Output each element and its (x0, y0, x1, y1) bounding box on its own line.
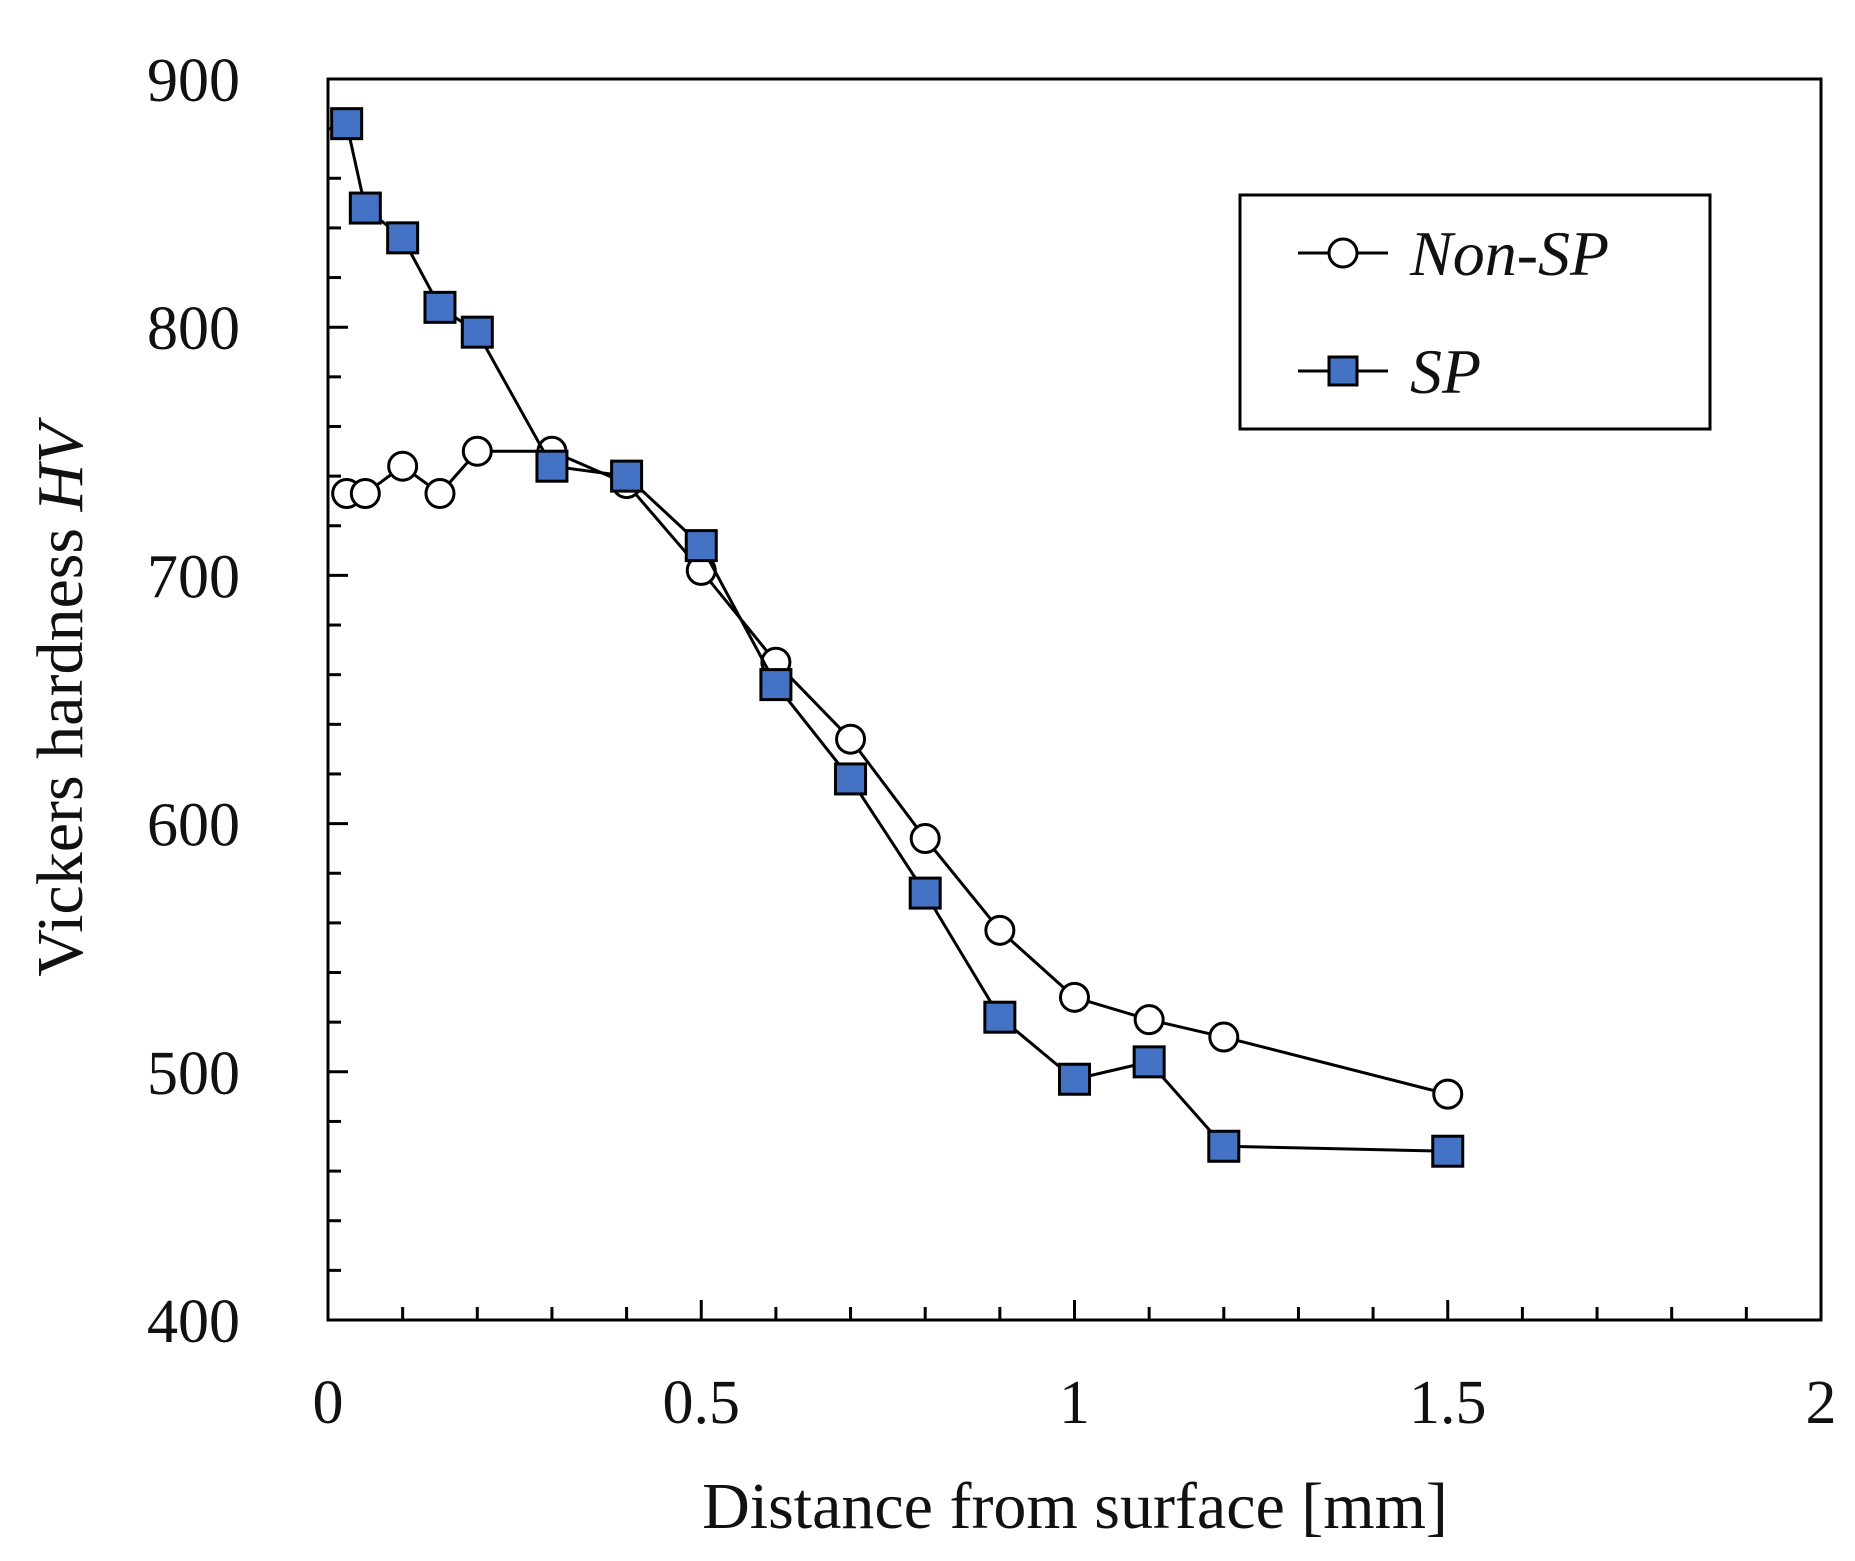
data-point-non-sp (835, 723, 867, 755)
legend-label-sp: SP (1410, 336, 1481, 407)
legend-box (1238, 193, 1712, 431)
data-series (330, 107, 1465, 1168)
y-tick-label: 800 (147, 295, 240, 363)
data-point-sp (460, 315, 494, 349)
data-point-sp (1058, 1062, 1091, 1096)
data-point-non-sp (387, 450, 419, 482)
data-point-sp (423, 290, 457, 324)
data-point-sp (386, 221, 420, 255)
y-tick-label: 600 (147, 792, 240, 860)
axis-tick-labels: 0 0.5 1 1.5 2 400 500 600 700 800 900 (147, 47, 1837, 1437)
data-point-non-sp (984, 914, 1016, 946)
data-point-non-sp (1432, 1078, 1464, 1110)
x-tick-label: 1.5 (1409, 1369, 1487, 1437)
data-point-sp (908, 876, 942, 910)
y-tick-label: 900 (147, 47, 240, 115)
data-point-sp (610, 459, 644, 493)
y-axis-label-text: Vickers hardness (24, 511, 97, 976)
data-point-non-sp (1133, 1004, 1165, 1036)
legend-label-non-sp: Non-SP (1409, 218, 1609, 289)
y-axis-label: Vickers hardness HV (24, 417, 97, 977)
x-tick-label: 0.5 (663, 1369, 741, 1437)
data-point-sp (1431, 1134, 1465, 1168)
data-point-sp (330, 107, 364, 141)
legend-marker-non-sp (1327, 237, 1359, 269)
data-point-non-sp (424, 477, 456, 509)
x-tick-label: 0 (313, 1369, 344, 1437)
x-tick-label: 2 (1806, 1369, 1837, 1437)
data-point-non-sp (349, 477, 381, 509)
data-point-sp (983, 1000, 1017, 1034)
x-tick-label: 1 (1059, 1369, 1090, 1437)
y-axis-label-variable: HV (24, 417, 97, 513)
series-line-sp (345, 123, 1448, 1153)
data-point-sp (535, 449, 569, 483)
data-point-non-sp (1059, 981, 1090, 1013)
data-point-non-sp (909, 822, 941, 854)
x-axis-label: Distance from surface [mm] (702, 1470, 1448, 1543)
data-point-sp (1207, 1129, 1241, 1163)
data-point-sp (759, 668, 793, 702)
y-tick-label: 500 (147, 1040, 240, 1108)
data-point-sp (684, 529, 718, 563)
data-point-sp (348, 191, 382, 225)
data-point-sp (1132, 1045, 1166, 1079)
data-point-sp (834, 762, 868, 796)
data-point-non-sp (1208, 1021, 1240, 1053)
y-tick-label: 700 (147, 543, 240, 611)
y-tick-label: 400 (147, 1288, 240, 1356)
legend-marker-sp (1327, 355, 1359, 387)
legend: Non-SP SP (1238, 193, 1712, 431)
data-point-non-sp (461, 435, 493, 467)
